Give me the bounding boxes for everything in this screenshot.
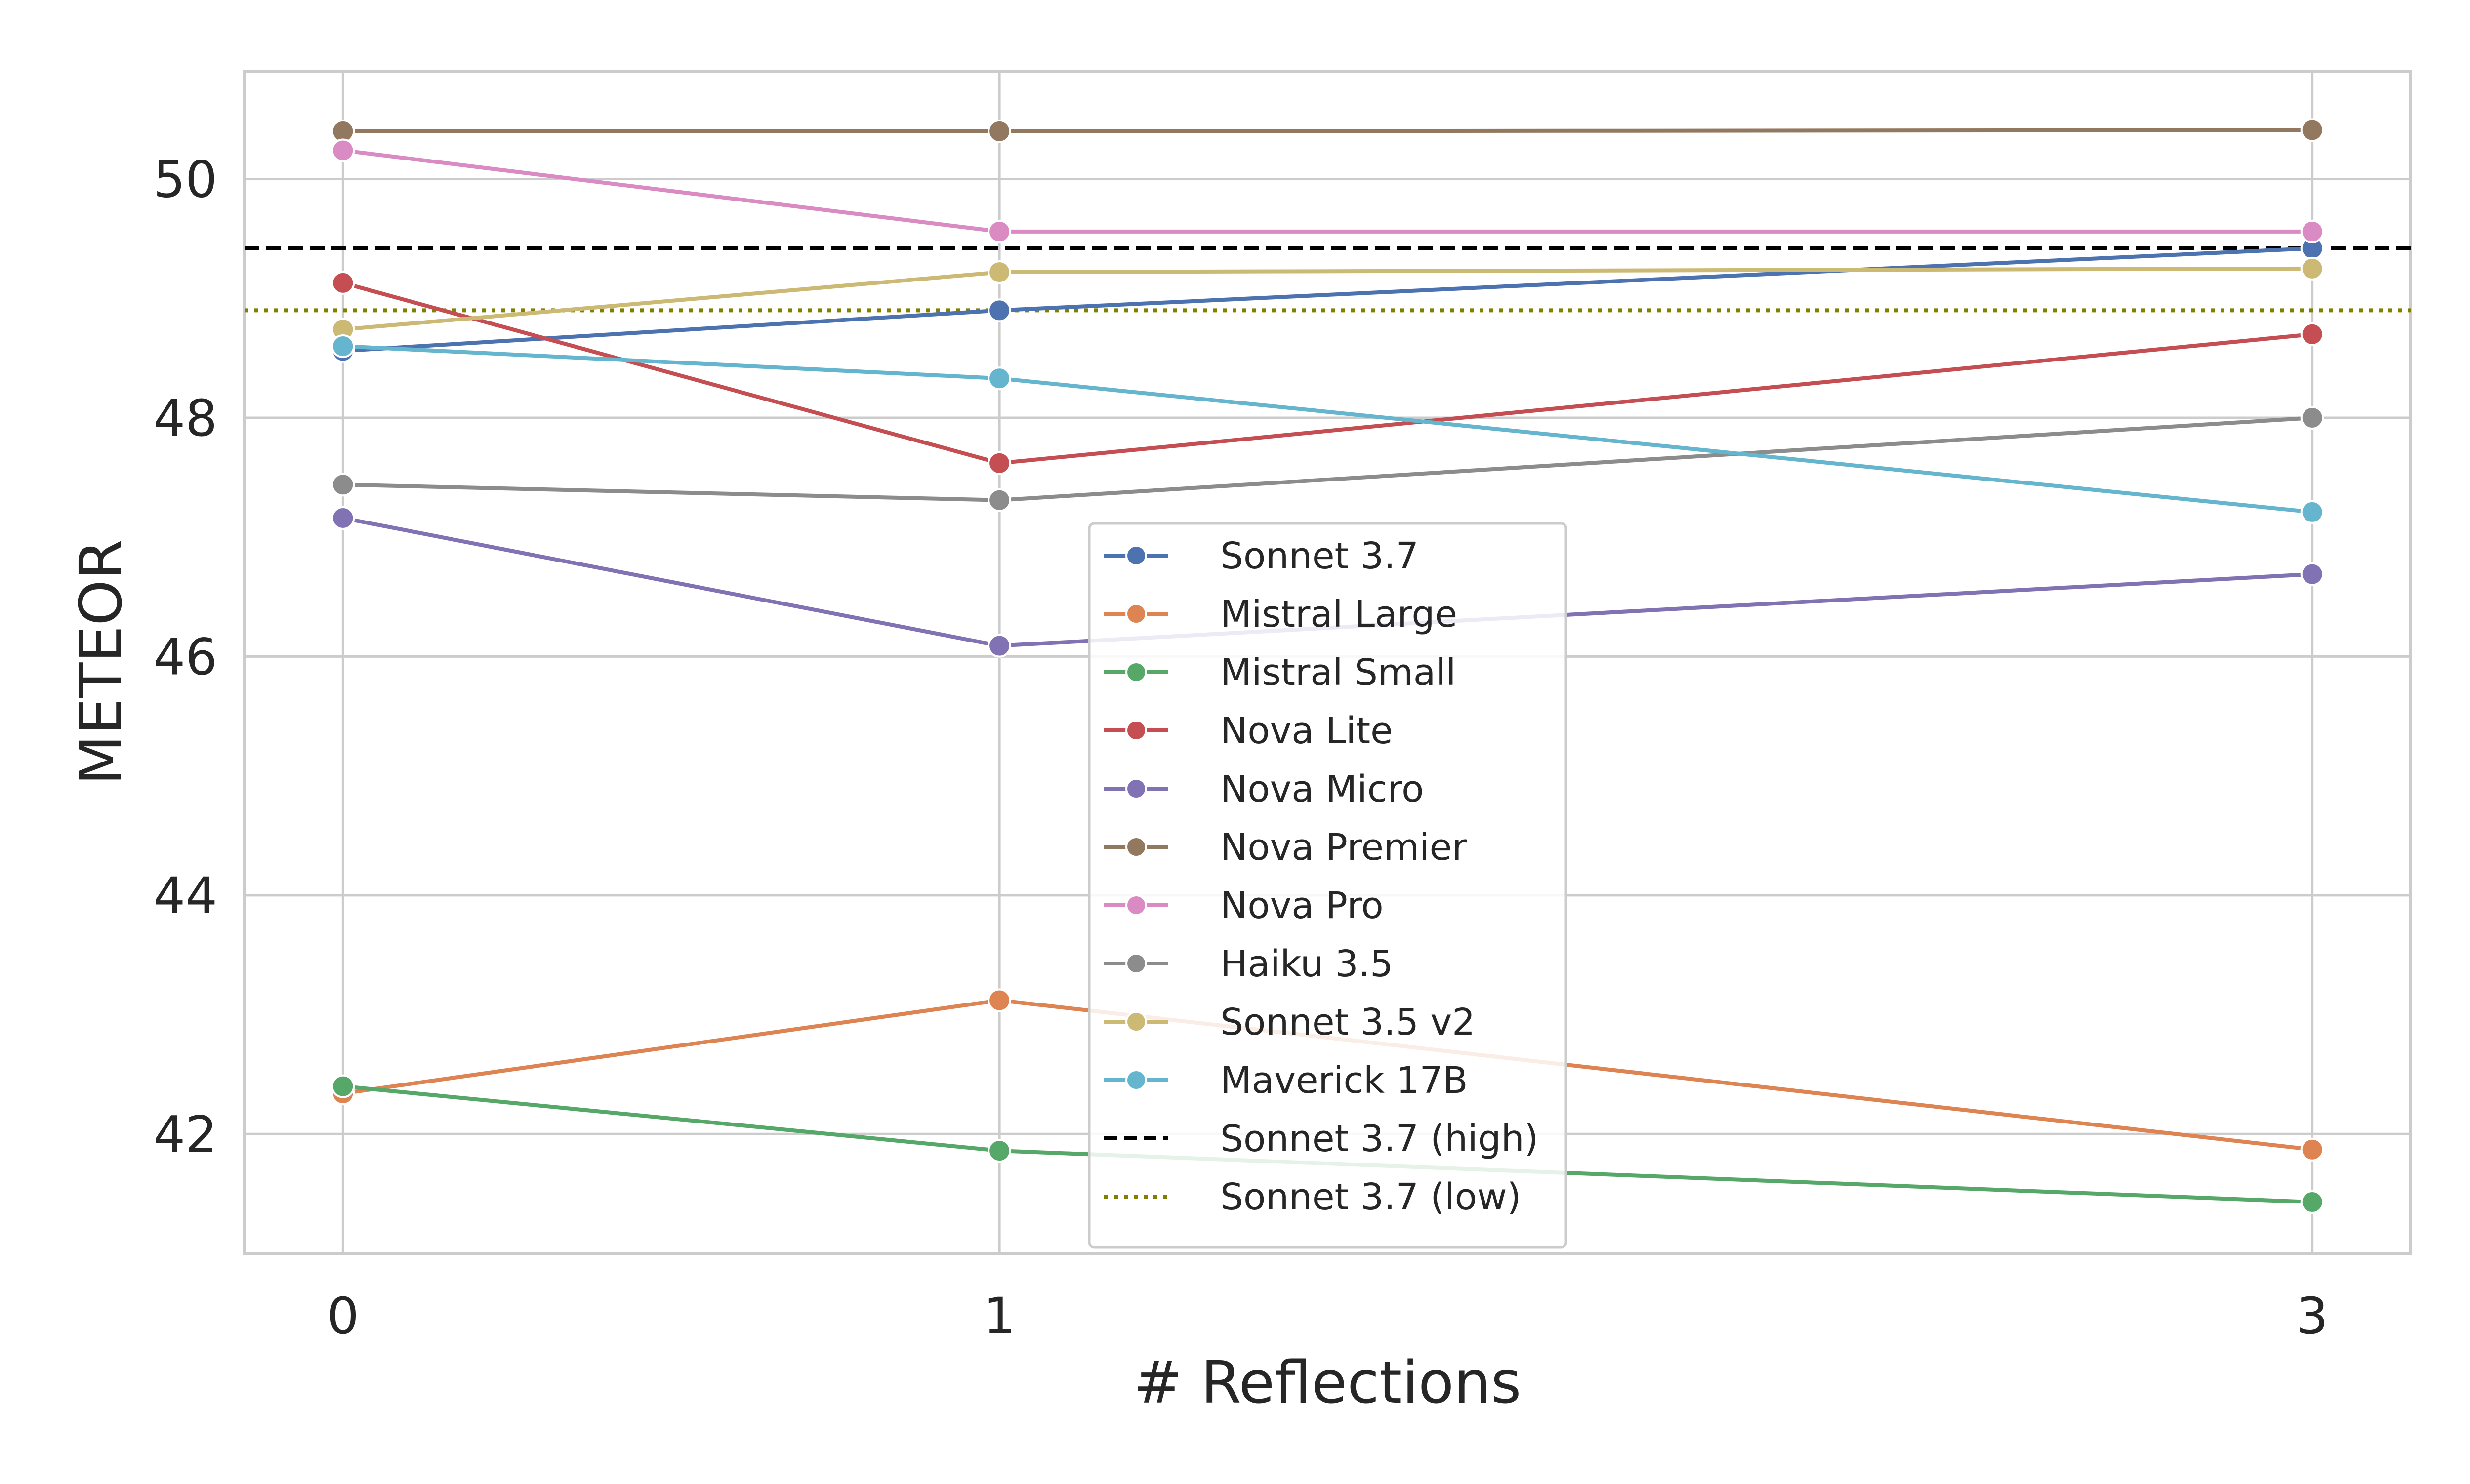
y-axis-label: METEOR	[67, 539, 135, 785]
series-group	[331, 506, 2324, 658]
data-point	[988, 634, 1012, 658]
data-point	[988, 219, 1012, 243]
data-point	[2300, 405, 2324, 430]
legend-label: Sonnet 3.7 (low)	[1220, 1176, 1521, 1218]
series-group	[331, 236, 2324, 363]
reference-lines	[245, 246, 2411, 313]
data-point	[988, 488, 1012, 512]
series-line	[343, 246, 2312, 353]
data-point	[331, 138, 355, 162]
series-line	[342, 148, 2312, 234]
series-group	[331, 256, 2324, 342]
data-point	[2300, 118, 2324, 142]
legend-label: Haiku 3.5	[1220, 943, 1393, 985]
legend-marker	[1125, 545, 1147, 566]
series-group	[331, 118, 2324, 143]
legend-box	[1088, 522, 1567, 1249]
legend-label: Nova Micro	[1220, 768, 1424, 810]
series-group	[331, 138, 2324, 243]
legend-label: Nova Pro	[1220, 884, 1384, 927]
legend-label: Sonnet 3.7	[1220, 535, 1419, 577]
legend-label: Sonnet 3.5 v2	[1220, 1001, 1475, 1043]
data-point	[331, 334, 355, 358]
data-point	[988, 298, 1012, 322]
tick-labels: 0 1 3 42 44 46 48 50	[153, 151, 2328, 1346]
series	[331, 118, 2324, 1214]
legend-marker	[1125, 836, 1147, 858]
data-point	[2300, 500, 2324, 524]
data-point	[988, 988, 1012, 1012]
legend-marker	[1125, 1069, 1147, 1091]
x-tick-label: 0	[327, 1287, 359, 1346]
legend-label: Nova Lite	[1220, 710, 1393, 752]
legend-marker	[1125, 778, 1147, 800]
legend-label: Mistral Small	[1220, 651, 1456, 694]
plot-area-frame	[243, 70, 2412, 1255]
legend-marker	[1125, 894, 1147, 916]
legend-marker	[1125, 603, 1147, 625]
data-point	[2300, 256, 2324, 281]
data-point	[988, 260, 1012, 284]
legend-marker	[1125, 953, 1147, 974]
y-tick-label: 50	[153, 151, 217, 209]
y-tick-label: 44	[153, 867, 217, 925]
series-line	[342, 266, 2312, 332]
legend-label: Nova Premier	[1220, 826, 1467, 869]
data-point	[988, 1139, 1012, 1163]
data-point	[988, 119, 1012, 143]
legend-label: Sonnet 3.7 (high)	[1220, 1118, 1538, 1160]
x-tick-label: 3	[2296, 1287, 2328, 1346]
legend-label: Mistral Large	[1220, 593, 1457, 636]
data-point	[2300, 562, 2324, 586]
y-tick-label: 42	[153, 1105, 217, 1164]
data-point	[2300, 219, 2324, 243]
series-line	[343, 128, 2312, 133]
data-point	[2300, 1137, 2324, 1162]
data-point	[331, 1074, 355, 1098]
legend-label: Maverick 17B	[1220, 1059, 1468, 1102]
data-point	[331, 506, 355, 530]
legend-marker	[1125, 661, 1147, 683]
series-group	[331, 1074, 2324, 1214]
data-point	[2300, 322, 2324, 346]
data-point	[2300, 1190, 2324, 1214]
series-group	[331, 271, 2324, 475]
data-point	[331, 473, 355, 497]
data-point	[988, 366, 1012, 391]
y-tick-label: 46	[153, 628, 217, 686]
x-tick-label: 1	[984, 1287, 1016, 1346]
legend-marker	[1125, 1011, 1147, 1033]
data-point	[331, 271, 355, 295]
x-axis-label: # Reflections	[1134, 1348, 1522, 1416]
legend-marker	[1125, 720, 1147, 741]
series-group	[331, 405, 2324, 512]
y-tick-label: 48	[153, 389, 217, 448]
series-group	[331, 334, 2324, 524]
data-point	[988, 451, 1012, 475]
legend: Sonnet 3.7 Mistral Large Mistral Small Nova…	[1088, 522, 1567, 1249]
